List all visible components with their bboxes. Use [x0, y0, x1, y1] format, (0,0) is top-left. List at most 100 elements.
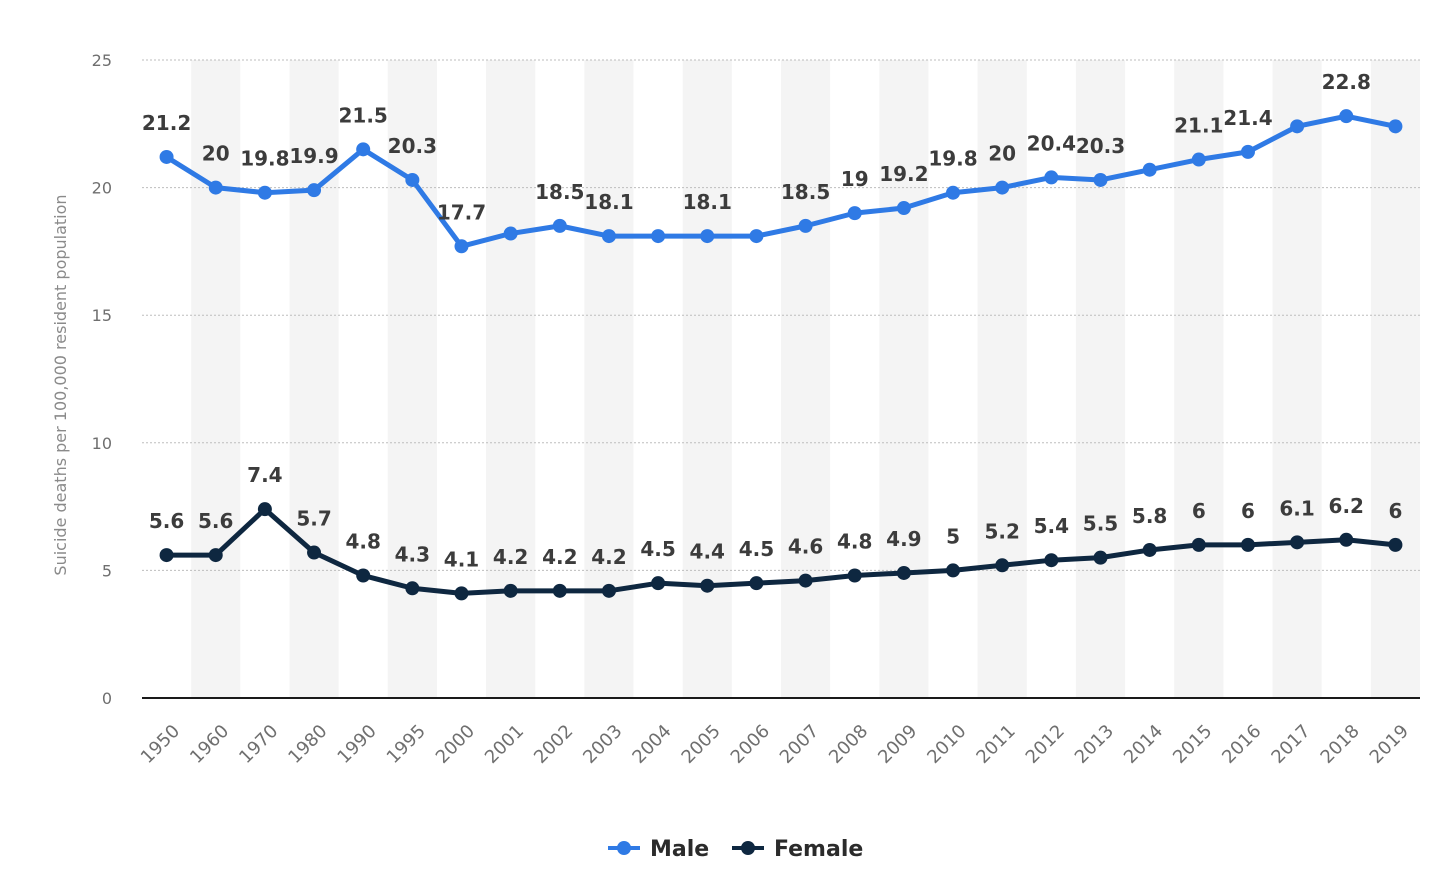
data-point-female[interactable] — [896, 565, 911, 580]
x-tick-label: 1980 — [284, 721, 331, 768]
data-point-male[interactable] — [896, 201, 911, 216]
data-point-female[interactable] — [1240, 537, 1255, 552]
data-point-female[interactable] — [454, 586, 469, 601]
data-label-male: 21.1 — [1174, 114, 1223, 138]
data-point-female[interactable] — [503, 583, 518, 598]
data-point-female[interactable] — [798, 573, 813, 588]
data-label-male: 21.5 — [339, 103, 388, 127]
data-point-female[interactable] — [1339, 532, 1354, 547]
data-point-male[interactable] — [946, 185, 961, 200]
data-point-male[interactable] — [503, 226, 518, 241]
data-point-female[interactable] — [1142, 542, 1157, 557]
data-point-female[interactable] — [1093, 550, 1108, 565]
data-point-female[interactable] — [405, 581, 420, 596]
x-tick-label: 2012 — [1022, 721, 1069, 768]
data-point-male[interactable] — [1142, 162, 1157, 177]
data-point-male[interactable] — [1044, 170, 1059, 185]
x-tick-label: 2013 — [1071, 721, 1118, 768]
data-point-male[interactable] — [651, 229, 666, 244]
x-tick-label: 2002 — [530, 721, 577, 768]
data-label-male: 19.8 — [240, 147, 289, 171]
data-point-female[interactable] — [208, 548, 223, 563]
x-tick-label: 2004 — [628, 721, 675, 768]
data-label-male: 20 — [202, 142, 230, 166]
data-label-female: 4.8 — [345, 530, 380, 554]
data-point-female[interactable] — [159, 548, 174, 563]
data-label-female: 4.5 — [640, 537, 675, 561]
x-tick-label: 2000 — [432, 721, 479, 768]
y-tick-label: 0 — [102, 689, 112, 708]
series-layer — [159, 109, 1403, 601]
data-point-male[interactable] — [1093, 172, 1108, 187]
x-tick-label: 2005 — [678, 721, 725, 768]
x-tick-label: 2014 — [1120, 721, 1167, 768]
data-point-female[interactable] — [995, 558, 1010, 573]
data-label-male: 21.4 — [1223, 106, 1272, 130]
data-point-male[interactable] — [1290, 119, 1305, 134]
x-tick-label: 2015 — [1169, 721, 1216, 768]
data-point-male[interactable] — [307, 183, 322, 198]
data-point-male[interactable] — [798, 218, 813, 233]
x-tick-label: 2010 — [923, 721, 970, 768]
data-label-female: 4.9 — [886, 527, 921, 551]
data-point-male[interactable] — [159, 149, 174, 164]
data-label-female: 4.2 — [542, 545, 577, 569]
data-point-female[interactable] — [356, 568, 371, 583]
data-point-male[interactable] — [995, 180, 1010, 195]
data-point-female[interactable] — [1191, 537, 1206, 552]
data-point-female[interactable] — [1044, 553, 1059, 568]
data-point-male[interactable] — [1388, 119, 1403, 134]
data-point-female[interactable] — [1290, 535, 1305, 550]
x-tick-label: 2017 — [1267, 721, 1314, 768]
data-point-female[interactable] — [946, 563, 961, 578]
data-point-male[interactable] — [454, 239, 469, 254]
data-point-female[interactable] — [847, 568, 862, 583]
y-tick-label: 25 — [92, 51, 112, 70]
series-line-male — [165, 113, 1396, 249]
x-tick-label: 2011 — [972, 721, 1019, 768]
data-label-male: 18.5 — [535, 180, 584, 204]
data-point-female[interactable] — [1388, 537, 1403, 552]
data-label-male: 20 — [988, 142, 1016, 166]
x-tick-label: 2003 — [579, 721, 626, 768]
legend-swatch-dot — [741, 841, 755, 855]
data-point-male[interactable] — [208, 180, 223, 195]
data-point-male[interactable] — [1240, 144, 1255, 159]
band — [781, 60, 831, 698]
data-point-female[interactable] — [257, 502, 272, 517]
data-point-male[interactable] — [257, 185, 272, 200]
data-label-female: 4.4 — [690, 540, 725, 564]
data-label-male: 18.1 — [683, 190, 732, 214]
legend-item-male[interactable]: Male — [650, 837, 709, 862]
data-label-female: 6.2 — [1329, 494, 1364, 518]
data-point-male[interactable] — [405, 172, 420, 187]
data-point-female[interactable] — [700, 578, 715, 593]
band — [191, 60, 241, 698]
data-label-male: 21.2 — [142, 111, 191, 135]
series-line-female — [166, 506, 1396, 596]
data-point-female[interactable] — [749, 576, 764, 591]
band — [1370, 60, 1420, 698]
data-point-male[interactable] — [700, 229, 715, 244]
data-point-male[interactable] — [847, 206, 862, 221]
data-label-female: 4.1 — [444, 547, 479, 571]
data-point-male[interactable] — [601, 229, 616, 244]
data-point-female[interactable] — [552, 583, 567, 598]
data-point-male[interactable] — [1191, 152, 1206, 167]
data-point-male[interactable] — [1339, 109, 1354, 124]
data-label-male: 20.3 — [1076, 134, 1125, 158]
y-tick-label: 15 — [92, 306, 112, 325]
legend[interactable]: Male Female — [608, 837, 863, 862]
band — [584, 60, 634, 698]
legend-item-female[interactable]: Female — [774, 837, 863, 862]
data-label-male: 20.3 — [388, 134, 437, 158]
data-point-male[interactable] — [749, 229, 764, 244]
data-point-male[interactable] — [552, 218, 567, 233]
y-axis-title: Suicide deaths per 100,000 resident popu… — [51, 194, 70, 575]
data-point-female[interactable] — [601, 583, 616, 598]
data-point-female[interactable] — [307, 545, 322, 560]
data-point-male[interactable] — [356, 142, 371, 157]
x-tick-label: 1970 — [235, 721, 282, 768]
data-label-female: 5.6 — [198, 509, 233, 533]
data-point-female[interactable] — [651, 576, 666, 591]
